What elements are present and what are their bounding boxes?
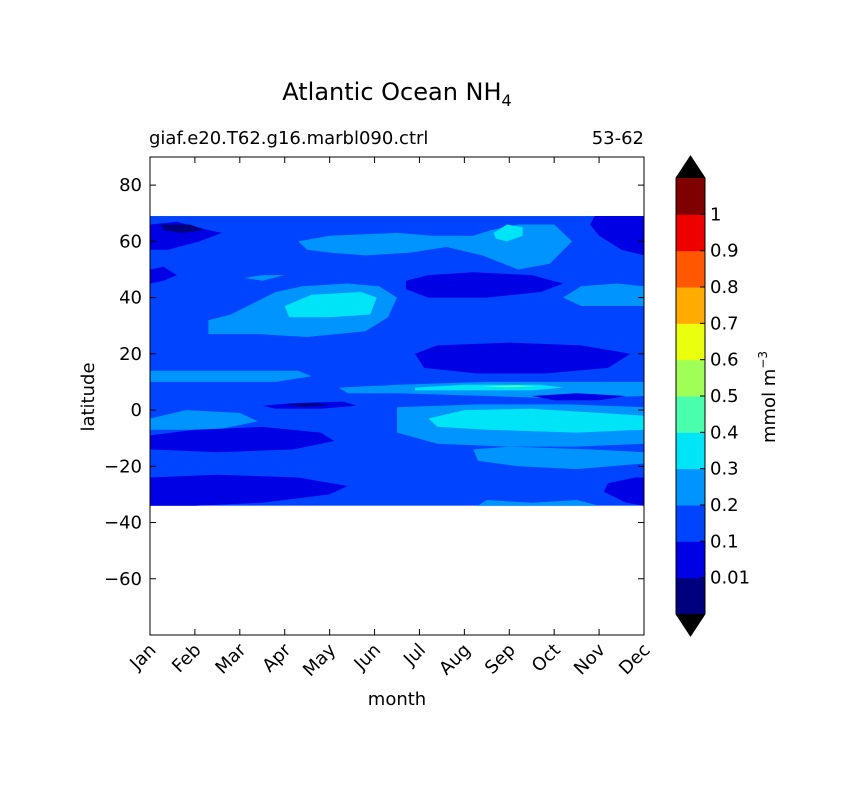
x-axis-label: month — [368, 689, 426, 710]
contour-region-8 — [284, 292, 377, 318]
x-tick-label: Sep — [481, 640, 520, 679]
chart-subtitle-left: giaf.e20.T62.g16.marbl090.ctrl — [149, 128, 428, 149]
x-tick-label: Feb — [168, 640, 205, 677]
colorbar-swatch — [676, 178, 705, 215]
colorbar-extend-bottom — [676, 614, 705, 636]
colorbar-tick-label: 0.5 — [710, 386, 739, 407]
colorbar-swatch — [676, 359, 705, 397]
colorbar-swatch — [676, 432, 705, 470]
colorbar-tick-label: 0.4 — [710, 422, 739, 443]
x-tick-label: May — [299, 639, 340, 680]
y-tick-label: 0 — [131, 400, 142, 421]
colorbar: 0.01 0.1 0.2 0.3 0.4 0.5 0.6 0.7 0.8 0.9 1 — [675, 155, 750, 637]
colorbar-label: mmol m−3 — [756, 351, 780, 443]
colorbar-swatch — [676, 577, 705, 615]
contour-region-20 — [284, 403, 330, 407]
contour-region-9 — [563, 283, 644, 306]
colorbar-tick-label: 0.1 — [710, 531, 739, 552]
y-axis: 80 60 40 20 0 −20 −40 −60 — [104, 175, 644, 590]
colorbar-swatch — [676, 468, 705, 506]
y-tick-label: 60 — [119, 231, 142, 252]
colorbar-tick-label: 0.3 — [710, 459, 739, 480]
colorbar-swatch — [676, 505, 705, 542]
contour-region-2 — [590, 216, 644, 256]
chart-subtitle-right: 53-62 — [592, 128, 644, 149]
contour-region-5 — [493, 224, 523, 242]
contour-region-21 — [150, 410, 258, 430]
contour-region-23 — [473, 446, 644, 470]
colorbar-swatch — [676, 541, 705, 579]
contour-region-24 — [150, 474, 348, 506]
colorbar-tick-label: 0.8 — [710, 277, 739, 298]
y-tick-label: 80 — [119, 175, 142, 196]
contour-region-3 — [150, 266, 177, 284]
colorbar-swatch — [676, 323, 705, 361]
x-tick-label: Jan — [125, 640, 160, 675]
y-tick-label: 40 — [119, 288, 142, 309]
y-tick-label: −20 — [104, 456, 142, 477]
x-tick-label: Dec — [615, 640, 654, 679]
x-tick-label: Aug — [435, 640, 475, 680]
contour-region-26 — [477, 500, 600, 506]
contour-region-25 — [603, 477, 644, 506]
colorbar-tick-label: 0.7 — [710, 313, 739, 334]
y-tick-label: 20 — [119, 344, 142, 365]
contour-region-11 — [415, 342, 631, 374]
x-tick-label: Nov — [570, 639, 610, 679]
x-tick-label: Jun — [350, 640, 385, 675]
x-tick-label: Jul — [399, 640, 430, 671]
contour-region-22 — [150, 426, 335, 453]
chart-title: Atlantic Ocean NH4 — [282, 78, 511, 110]
colorbar-swatch — [676, 250, 705, 288]
x-tick-label: Apr — [258, 639, 295, 676]
contour-region-10 — [244, 275, 285, 281]
y-axis-label: latitude — [78, 362, 99, 431]
colorbar-extend-top — [676, 156, 705, 178]
contour-region-1 — [161, 224, 204, 233]
y-tick-label: −40 — [104, 513, 142, 534]
colorbar-swatch — [676, 287, 705, 324]
x-tick-label: Oct — [528, 640, 565, 677]
x-tick-label: Mar — [211, 639, 250, 678]
contour-region-18 — [428, 408, 644, 433]
contour-field — [150, 216, 644, 506]
colorbar-tick-label: 0.9 — [710, 241, 739, 262]
colorbar-tick-label: 0.6 — [710, 350, 739, 371]
colorbar-tick-label: 0.01 — [710, 568, 750, 589]
contour-region-16 — [531, 393, 626, 401]
colorbar-tick-label: 0.2 — [710, 495, 739, 516]
contour-region-12 — [150, 370, 312, 382]
contour-region-15 — [482, 385, 537, 388]
plot-frame — [149, 156, 645, 636]
colorbar-swatch — [676, 214, 705, 252]
colorbar-tick-label: 1 — [710, 204, 721, 225]
colorbar-outline — [675, 155, 706, 637]
y-tick-label: −60 — [104, 569, 142, 590]
contour-region-6 — [406, 272, 564, 298]
colorbar-swatch — [676, 396, 705, 433]
